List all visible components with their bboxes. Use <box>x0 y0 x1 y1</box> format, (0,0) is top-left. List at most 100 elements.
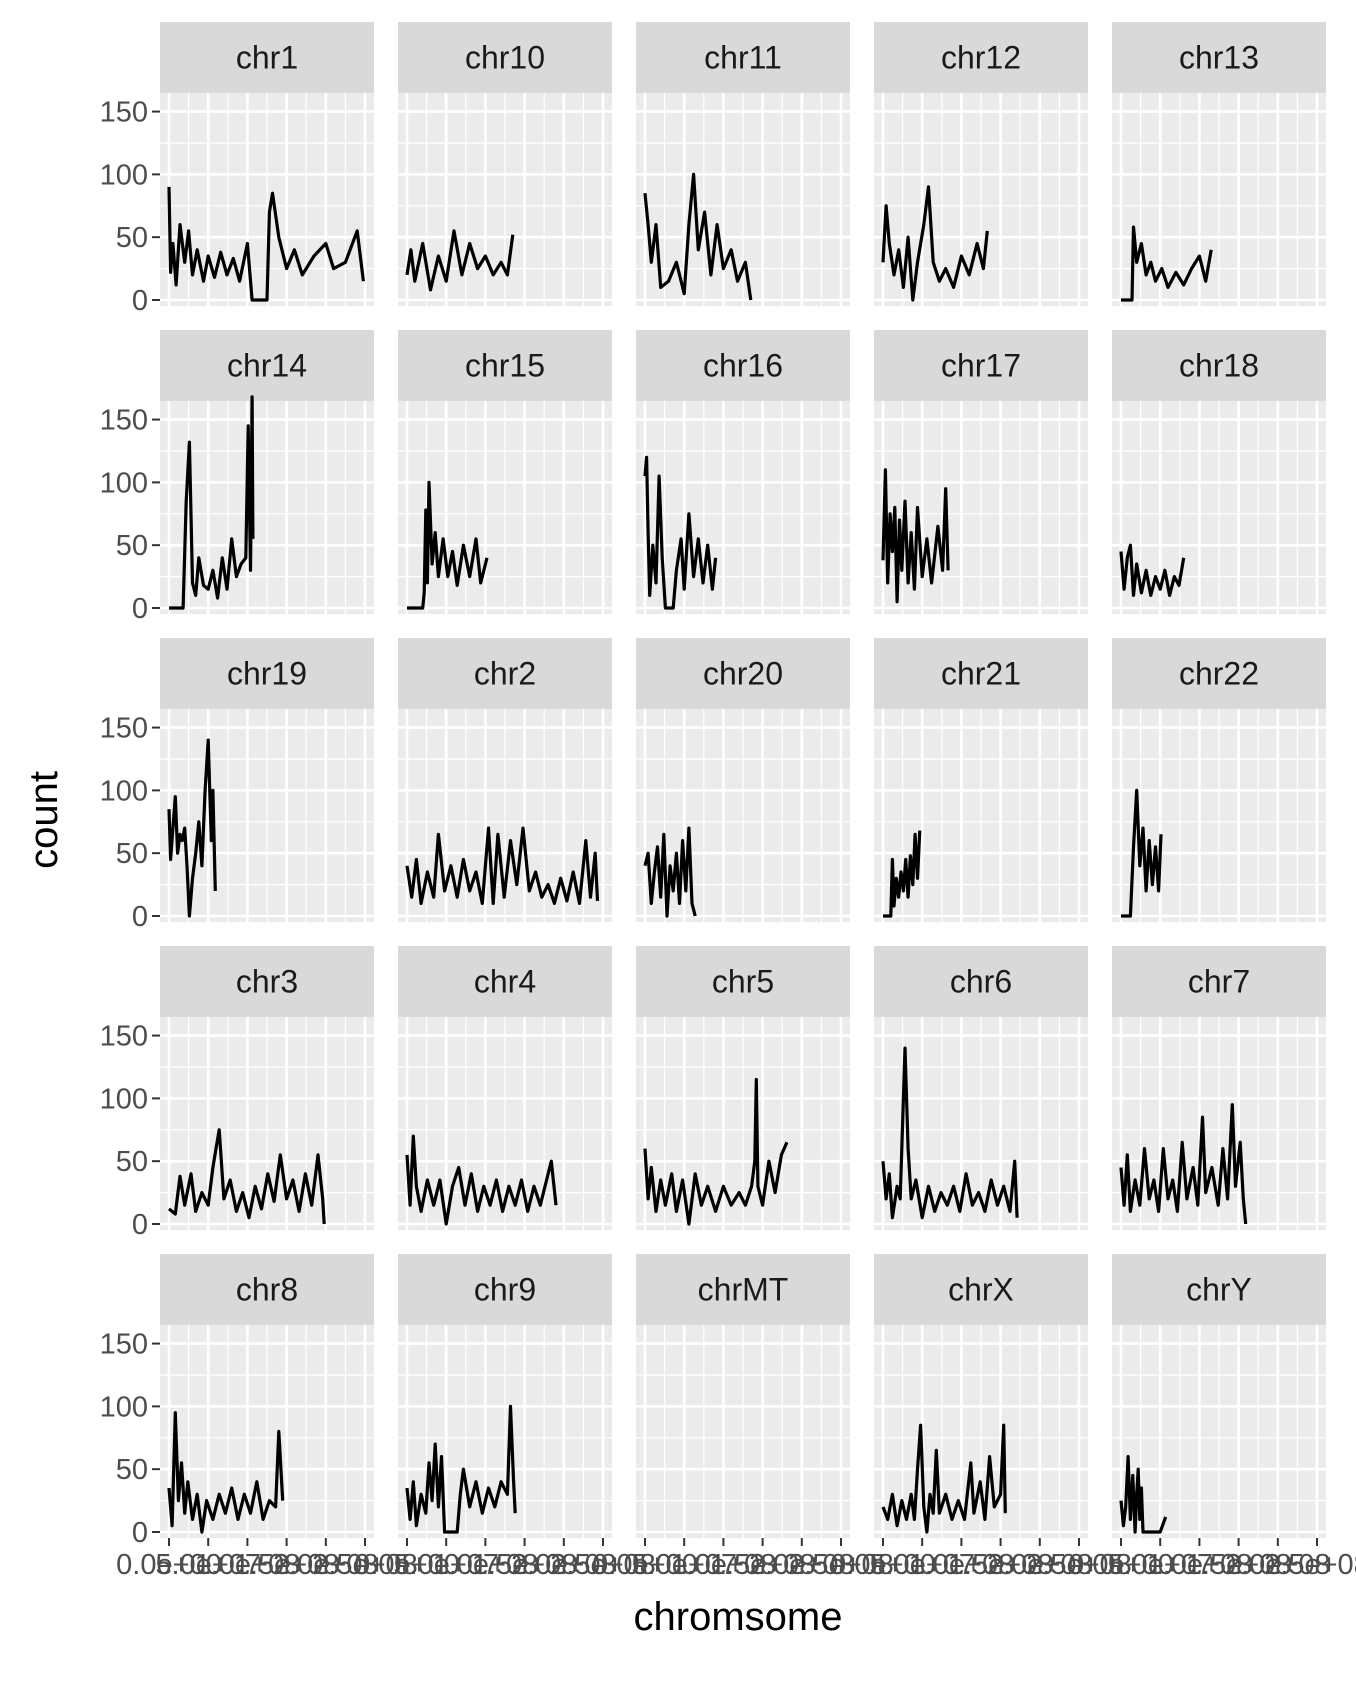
strip-chr6 <box>874 946 1088 1017</box>
y-tick-label: 150 <box>100 97 148 129</box>
facet-chr22: chr22 <box>1112 638 1326 922</box>
series-line-chr11 <box>643 172 753 301</box>
strip-label-chr14: chr14 <box>227 348 307 384</box>
y-tick-label: 0 <box>132 901 148 933</box>
x-tick-label: 1.0e+08 <box>1147 1549 1253 1581</box>
strip-chrY <box>1112 1254 1326 1325</box>
series-line-chr8 <box>167 1411 285 1534</box>
facet-chr7: chr7 <box>1112 946 1326 1230</box>
x-tick-label: 2.0e+08 <box>987 1549 1093 1581</box>
y-tick-label: 50 <box>116 1454 148 1486</box>
x-tick-label: 1.5e+08 <box>710 1549 816 1581</box>
strip-label-chr1: chr1 <box>236 40 298 76</box>
y-tick-label: 150 <box>100 405 148 437</box>
x-tick-label: 5.0e+07 <box>1107 1549 1213 1581</box>
strip-chr5 <box>636 946 850 1017</box>
facet-chr14: chr14 0 50 100 150 <box>100 330 374 625</box>
series-line-chrX <box>881 1423 1007 1534</box>
strip-chr22 <box>1112 638 1326 709</box>
y-tick-label: 100 <box>100 775 148 807</box>
strip-label-chr15: chr15 <box>465 348 545 384</box>
facet-chr17: chr17 <box>874 330 1088 614</box>
series-line-chr19 <box>167 738 217 918</box>
facet-chr6: chr6 <box>874 946 1088 1230</box>
x-tick-label: 1.5e+08 <box>234 1549 340 1581</box>
x-axis-title: chromsome <box>634 1595 843 1639</box>
strip-chr18 <box>1112 330 1326 401</box>
series-line-chr21 <box>883 830 922 918</box>
strip-label-chrY: chrY <box>1186 1272 1252 1308</box>
strip-label-chr18: chr18 <box>1179 348 1259 384</box>
y-tick-label: 50 <box>116 1146 148 1178</box>
strip-label-chr20: chr20 <box>703 656 783 692</box>
y-tick-label: 150 <box>100 713 148 745</box>
strip-chr14 <box>160 330 374 401</box>
x-tick-label: 1.5e+08 <box>1186 1549 1292 1581</box>
strip-label-chr19: chr19 <box>227 656 307 692</box>
facet-chr21: chr21 <box>874 638 1088 922</box>
strip-chr2 <box>398 638 612 709</box>
strip-chr19 <box>160 638 374 709</box>
strip-chr13 <box>1112 22 1326 93</box>
strip-label-chr2: chr2 <box>474 656 536 692</box>
y-tick-label: 0 <box>132 285 148 317</box>
x-tick-label: 2.5e+08 <box>1264 1549 1356 1581</box>
x-tick-label: 2.5e+08 <box>1026 1549 1132 1581</box>
y-tick-label: 150 <box>100 1329 148 1361</box>
x-tick-label: 2.0e+08 <box>1225 1549 1331 1581</box>
strip-chr15 <box>398 330 612 401</box>
x-tick-label: 1.0e+08 <box>671 1549 777 1581</box>
x-tick-label: 2.5e+08 <box>312 1549 418 1581</box>
strip-label-chr16: chr16 <box>703 348 783 384</box>
strip-chr8 <box>160 1254 374 1325</box>
strip-chr4 <box>398 946 612 1017</box>
series-line-chr9 <box>405 1404 517 1534</box>
facet-chrX: chrX 0.0e+005.0e+071.0e+081.5e+082.0e+082… <box>830 1254 1132 1581</box>
strip-chr16 <box>636 330 850 401</box>
series-line-chr22 <box>1121 788 1163 918</box>
strip-label-chr10: chr10 <box>465 40 545 76</box>
x-tick-label: 2.0e+08 <box>511 1549 617 1581</box>
strip-chr17 <box>874 330 1088 401</box>
series-line-chrY <box>1119 1454 1168 1534</box>
strip-chr3 <box>160 946 374 1017</box>
facet-chr3: chr3 0 50 100 150 <box>100 946 374 1241</box>
strip-label-chrX: chrX <box>948 1272 1014 1308</box>
strip-chr9 <box>398 1254 612 1325</box>
y-tick-label: 50 <box>116 838 148 870</box>
series-line-chr2 <box>405 826 600 906</box>
series-line-chr3 <box>167 1128 326 1225</box>
x-tick-label: 5.0e+07 <box>869 1549 975 1581</box>
facet-chr2: chr2 <box>398 638 612 922</box>
series-line-chr7 <box>1119 1103 1248 1225</box>
series-line-chr5 <box>643 1077 789 1226</box>
x-tick-label: 2.0e+08 <box>749 1549 855 1581</box>
series-line-chr6 <box>881 1046 1019 1220</box>
x-tick-label: 0.0e+00 <box>592 1549 698 1581</box>
strip-chrX <box>874 1254 1088 1325</box>
strip-label-chr22: chr22 <box>1179 656 1259 692</box>
facet-chr5: chr5 <box>636 946 850 1230</box>
strip-label-chr7: chr7 <box>1188 964 1250 1000</box>
facet-chrMT: chrMT 0.0e+005.0e+071.0e+081.5e+082.0e+08… <box>592 1254 894 1581</box>
x-tick-label: 5.0e+07 <box>631 1549 737 1581</box>
series-line-chr20 <box>643 826 697 918</box>
y-tick-label: 100 <box>100 159 148 191</box>
strip-label-chr8: chr8 <box>236 1272 298 1308</box>
series-line-chr17 <box>881 468 950 604</box>
x-tick-label: 2.0e+08 <box>273 1549 379 1581</box>
x-tick-label: 5.0e+07 <box>393 1549 499 1581</box>
y-tick-label: 100 <box>100 1391 148 1423</box>
strip-label-chr12: chr12 <box>941 40 1021 76</box>
facet-chr12: chr12 <box>874 22 1088 306</box>
series-line-chr15 <box>407 480 489 610</box>
facet-chr4: chr4 <box>398 946 612 1230</box>
facet-chr9: chr9 0.0e+005.0e+071.0e+081.5e+082.0e+082… <box>354 1254 656 1581</box>
strip-label-chr4: chr4 <box>474 964 536 1000</box>
y-tick-label: 0 <box>132 593 148 625</box>
series-line-chr4 <box>405 1134 558 1226</box>
x-tick-label: 2.5e+08 <box>788 1549 894 1581</box>
x-tick-label: 1.0e+08 <box>909 1549 1015 1581</box>
facet-chr8: chr8 0 50 100 150 0.0e+005.0e+071.0e+081.5e+0… <box>100 1254 418 1581</box>
series-line-chr12 <box>881 185 989 302</box>
